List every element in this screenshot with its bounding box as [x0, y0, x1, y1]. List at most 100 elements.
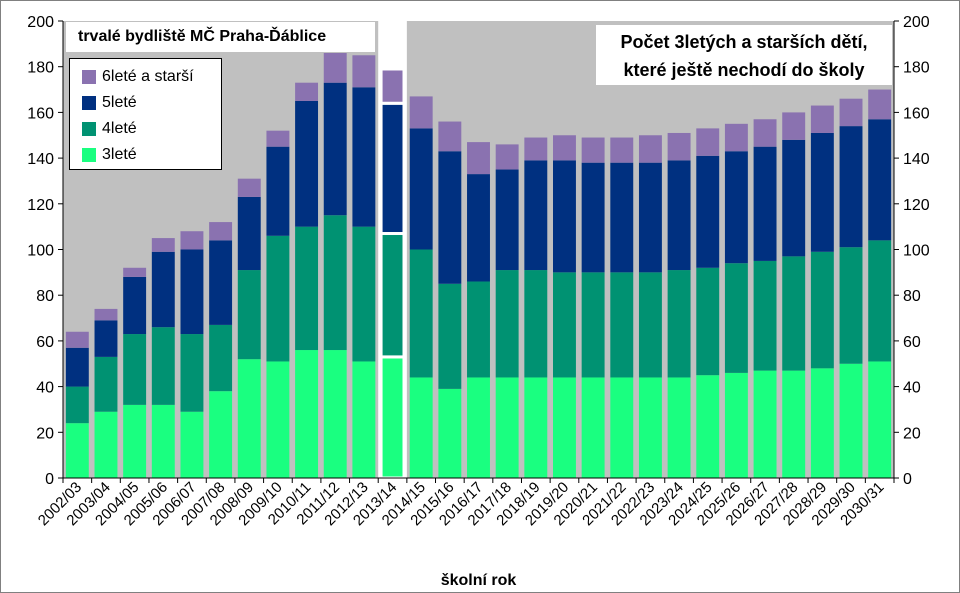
bar-segment-4-2016-17 — [467, 142, 490, 175]
bar-segment-4-2005-06 — [151, 238, 175, 252]
bar-segment-3-2011-12 — [323, 82, 347, 216]
bar-segment-1-2022-23 — [638, 377, 662, 478]
bar-segment-1-2005-06 — [151, 404, 175, 478]
bar-segment-1-2025-26 — [724, 372, 748, 478]
bar-segment-2-2010-11 — [295, 226, 319, 351]
bar-segment-1-2018-19 — [524, 377, 548, 478]
bar-segment-4-2012-13 — [352, 55, 376, 88]
bar-segment-2-2006-07 — [180, 334, 204, 412]
bar-segment-2-2008-09 — [237, 270, 261, 360]
bar-segment-3-2003-04 — [94, 320, 118, 357]
bar-segment-2-2028-29 — [810, 251, 834, 369]
y-tick-label-left-80: 80 — [36, 288, 54, 305]
legend-label-3lete: 3leté — [102, 146, 137, 163]
bar-segment-4-2030-31 — [868, 89, 892, 120]
bar-segment-2-2002-03 — [65, 386, 89, 424]
bar-segment-3-2004-05 — [123, 276, 147, 335]
bar-segment-4-2024-25 — [696, 128, 720, 156]
bar-segment-1-2003-04 — [94, 411, 118, 478]
bar-segment-4-2004-05 — [123, 267, 147, 277]
x-axis-title: školní rok — [441, 572, 517, 589]
bar-segment-1-2020-21 — [581, 377, 605, 478]
bar-segment-1-2011-12 — [323, 350, 347, 478]
bar-segment-2-2007-08 — [209, 324, 233, 392]
bar-segment-1-2029-30 — [839, 363, 863, 478]
bar-segment-1-2026-27 — [753, 370, 777, 478]
y-tick-label-left-0: 0 — [45, 471, 54, 488]
bar-segment-2-2021-22 — [610, 272, 634, 378]
bar-segment-1-2013-14 — [379, 355, 406, 480]
bar-segment-3-2030-31 — [868, 119, 892, 241]
bar-segment-3-2012-13 — [352, 87, 376, 227]
bar-segment-4-2013-14 — [379, 67, 406, 105]
bar-segment-3-2019-20 — [553, 160, 576, 273]
bar-segment-3-2008-09 — [237, 196, 261, 271]
bar-segment-4-2008-09 — [237, 178, 261, 197]
bar-segment-2-2013-14 — [379, 232, 406, 359]
y-tick-label-right-0: 0 — [903, 471, 912, 488]
chart-title-line-2: které ještě nechodí do školy — [623, 60, 865, 80]
bar-segment-1-2014-15 — [409, 377, 433, 478]
y-tick-label-left-160: 160 — [27, 105, 54, 122]
bar-segment-4-2007-08 — [209, 222, 233, 241]
bar-segment-1-2021-22 — [610, 377, 634, 478]
bar-segment-4-2026-27 — [753, 119, 777, 147]
bar-segment-2-2009-10 — [266, 235, 290, 362]
bar-segment-4-2018-19 — [524, 137, 548, 161]
bar-segment-2-2016-17 — [467, 281, 490, 378]
bar-segment-3-2016-17 — [467, 174, 490, 282]
chart-note: trvalé bydliště MČ Praha-Ďáblice — [66, 22, 375, 52]
bar-segment-2-2029-30 — [839, 247, 863, 364]
bar-segment-3-2027-28 — [782, 139, 806, 257]
bar-segment-2-2022-23 — [638, 272, 662, 378]
y-tick-label-right-40: 40 — [903, 380, 921, 397]
bar-segment-2-2017-18 — [495, 270, 519, 378]
bar-segment-4-2003-04 — [94, 308, 118, 321]
bar-segment-4-2022-23 — [638, 135, 662, 163]
bar-segment-2-2025-26 — [724, 263, 748, 373]
bar-segment-1-2028-29 — [810, 368, 834, 478]
bar-segment-2-2018-19 — [524, 270, 548, 378]
bar-segment-2-2011-12 — [323, 215, 347, 351]
bar-segment-4-2015-16 — [438, 121, 462, 152]
bar-segment-1-2030-31 — [868, 361, 892, 478]
bar-segment-2-2020-21 — [581, 272, 605, 378]
bar-segment-2-2012-13 — [352, 226, 376, 362]
bar-segment-1-2007-08 — [209, 391, 233, 478]
y-tick-label-left-60: 60 — [36, 334, 54, 351]
bar-segment-3-2002-03 — [65, 347, 89, 387]
bar-segment-3-2005-06 — [151, 251, 175, 328]
bar-segment-3-2020-21 — [581, 162, 605, 273]
bar-segment-3-2021-22 — [610, 162, 634, 273]
bar-segment-1-2004-05 — [123, 404, 147, 478]
bar-segment-1-2002-03 — [65, 423, 89, 478]
bar-segment-2-2030-31 — [868, 240, 892, 362]
legend-item-3lete: 3leté — [82, 142, 221, 168]
legend-item-5lete: 5leté — [82, 90, 221, 116]
bar-segment-3-2023-24 — [667, 160, 691, 271]
bar-segment-1-2017-18 — [495, 377, 519, 478]
bar-segment-1-2024-25 — [696, 375, 720, 478]
bar-segment-3-2015-16 — [438, 151, 462, 284]
bar-segment-4-2006-07 — [180, 231, 204, 250]
bar-segment-1-2010-11 — [295, 350, 319, 478]
y-tick-label-left-180: 180 — [27, 60, 54, 77]
y-tick-label-right-20: 20 — [903, 425, 921, 442]
legend-label-6lete: 6leté a starší — [102, 68, 194, 85]
bar-segment-3-2009-10 — [266, 146, 290, 236]
bar-segment-3-2014-15 — [409, 128, 433, 250]
bar-segment-4-2025-26 — [724, 123, 748, 152]
y-tick-label-left-40: 40 — [36, 380, 54, 397]
bar-segment-4-2017-18 — [495, 144, 519, 170]
bar-segment-4-2029-30 — [839, 98, 863, 127]
legend-swatch-6lete — [82, 70, 96, 84]
bar-segment-3-2022-23 — [638, 162, 662, 273]
y-tick-label-right-120: 120 — [903, 197, 930, 214]
bar-segment-3-2017-18 — [495, 169, 519, 271]
bar-segment-1-2006-07 — [180, 411, 204, 478]
bar-segment-1-2023-24 — [667, 377, 691, 478]
bar-segment-3-2010-11 — [295, 100, 319, 227]
legend-item-6letе: 6leté a starší — [82, 64, 221, 90]
y-tick-label-left-100: 100 — [27, 243, 54, 260]
y-tick-label-right-80: 80 — [903, 288, 921, 305]
